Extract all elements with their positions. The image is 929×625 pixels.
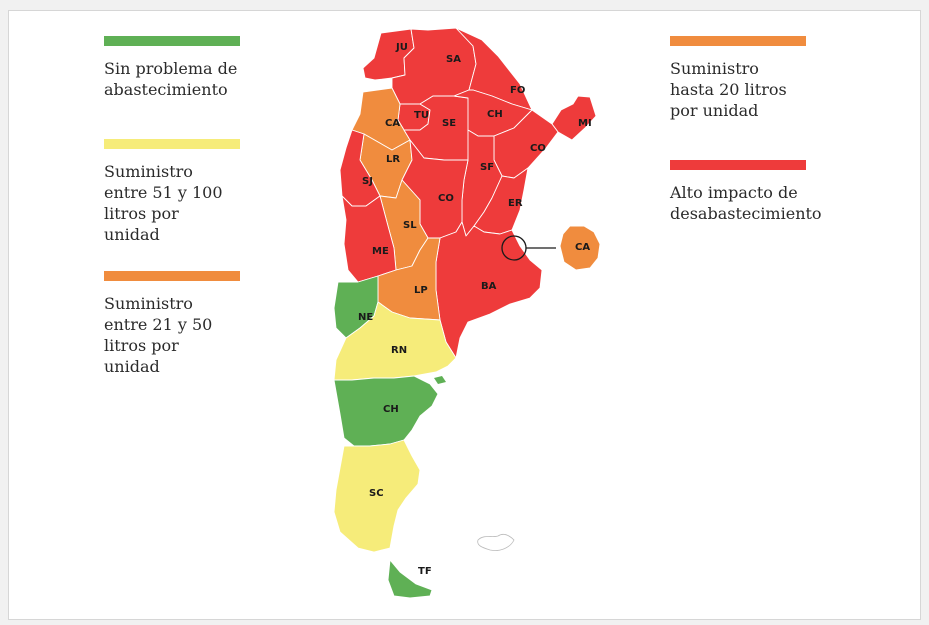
label-TF: TF [418,566,432,577]
label-CH-chubut: CH [383,404,399,415]
label-NE: NE [358,312,373,323]
label-LR: LR [386,154,400,165]
label-CA-caba: CA [575,242,590,253]
label-CO-cordoba: CO [438,193,454,204]
province-SC[interactable] [333,439,421,553]
province-CHU[interactable] [333,375,439,447]
label-SA: SA [446,54,461,65]
legend-item-green: Sin problema de abastecimiento [104,36,264,100]
label-SF: SF [480,162,494,173]
label-SE: SE [442,118,456,129]
label-JU: JU [395,42,408,53]
legend-label-red: Alto impacto de desabastecimiento [670,183,822,223]
province-TF[interactable] [387,559,433,599]
label-MI: MI [578,118,592,129]
label-LP: LP [414,285,428,296]
legend-swatch-red [670,160,806,170]
label-SL: SL [403,220,417,231]
legend-swatch-yellow [104,139,240,149]
label-RN: RN [391,345,407,356]
legend-item-red: Alto impacto de desabastecimiento [670,160,830,224]
label-FO: FO [510,85,525,96]
legend-item-yellow: Suministro entre 51 y 100 litros por uni… [104,139,264,245]
legend-label-orange-21-50: Suministro entre 21 y 50 litros por unid… [104,294,213,376]
chubut-peninsula [434,376,446,384]
province-CABA-inset[interactable] [559,225,601,271]
malvinas-islands [477,533,515,551]
label-SJ: SJ [362,176,373,187]
legend-label-green: Sin problema de abastecimiento [104,59,238,99]
label-CH: CH [487,109,503,120]
label-CO-corrientes: CO [530,143,546,154]
legend-label-orange-20: Suministro hasta 20 litros por unidad [670,59,787,120]
legend-swatch-orange-21-50 [104,271,240,281]
legend-label-yellow: Suministro entre 51 y 100 litros por uni… [104,162,223,244]
label-SC: SC [369,488,384,499]
legend-swatch-green [104,36,240,46]
label-CA: CA [385,118,400,129]
label-BA: BA [481,281,497,292]
legend-swatch-orange-20 [670,36,806,46]
legend-item-orange-20: Suministro hasta 20 litros por unidad [670,36,830,121]
label-TU: TU [414,110,429,121]
legend-item-orange-21-50: Suministro entre 21 y 50 litros por unid… [104,271,264,377]
label-ER: ER [508,198,523,209]
label-ME: ME [372,246,389,257]
